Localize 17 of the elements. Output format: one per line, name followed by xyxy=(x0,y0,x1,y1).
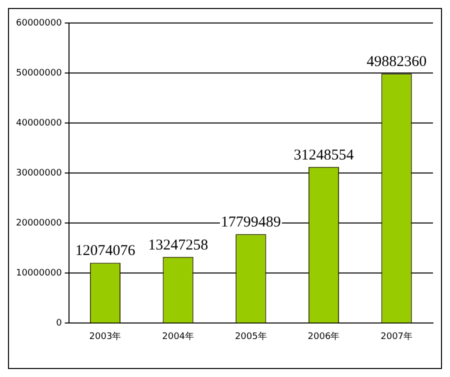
y-tick-label: 0 xyxy=(56,318,62,329)
y-tick-label: 20000000 xyxy=(16,218,62,228)
y-tick-label: 30000000 xyxy=(16,168,62,178)
data-label: 12074076 xyxy=(75,243,136,260)
x-tick-label: 2005年 xyxy=(234,330,267,342)
x-tick-label: 2004年 xyxy=(162,330,194,342)
x-tick-label: 2006年 xyxy=(308,330,340,342)
data-label: 13247258 xyxy=(148,237,208,254)
x-tick-label: 2003年 xyxy=(89,330,122,342)
data-label: 49882360 xyxy=(366,54,427,70)
y-tick-label: 40000000 xyxy=(16,118,62,128)
y-tick-label: 10000000 xyxy=(16,268,62,279)
x-tick-label: 2007年 xyxy=(380,330,413,342)
data-label: 31248554 xyxy=(294,147,354,164)
data-label: 17799489 xyxy=(220,214,281,231)
y-tick-label: 50000000 xyxy=(16,68,62,78)
y-tick-label: 60000000 xyxy=(16,18,62,28)
